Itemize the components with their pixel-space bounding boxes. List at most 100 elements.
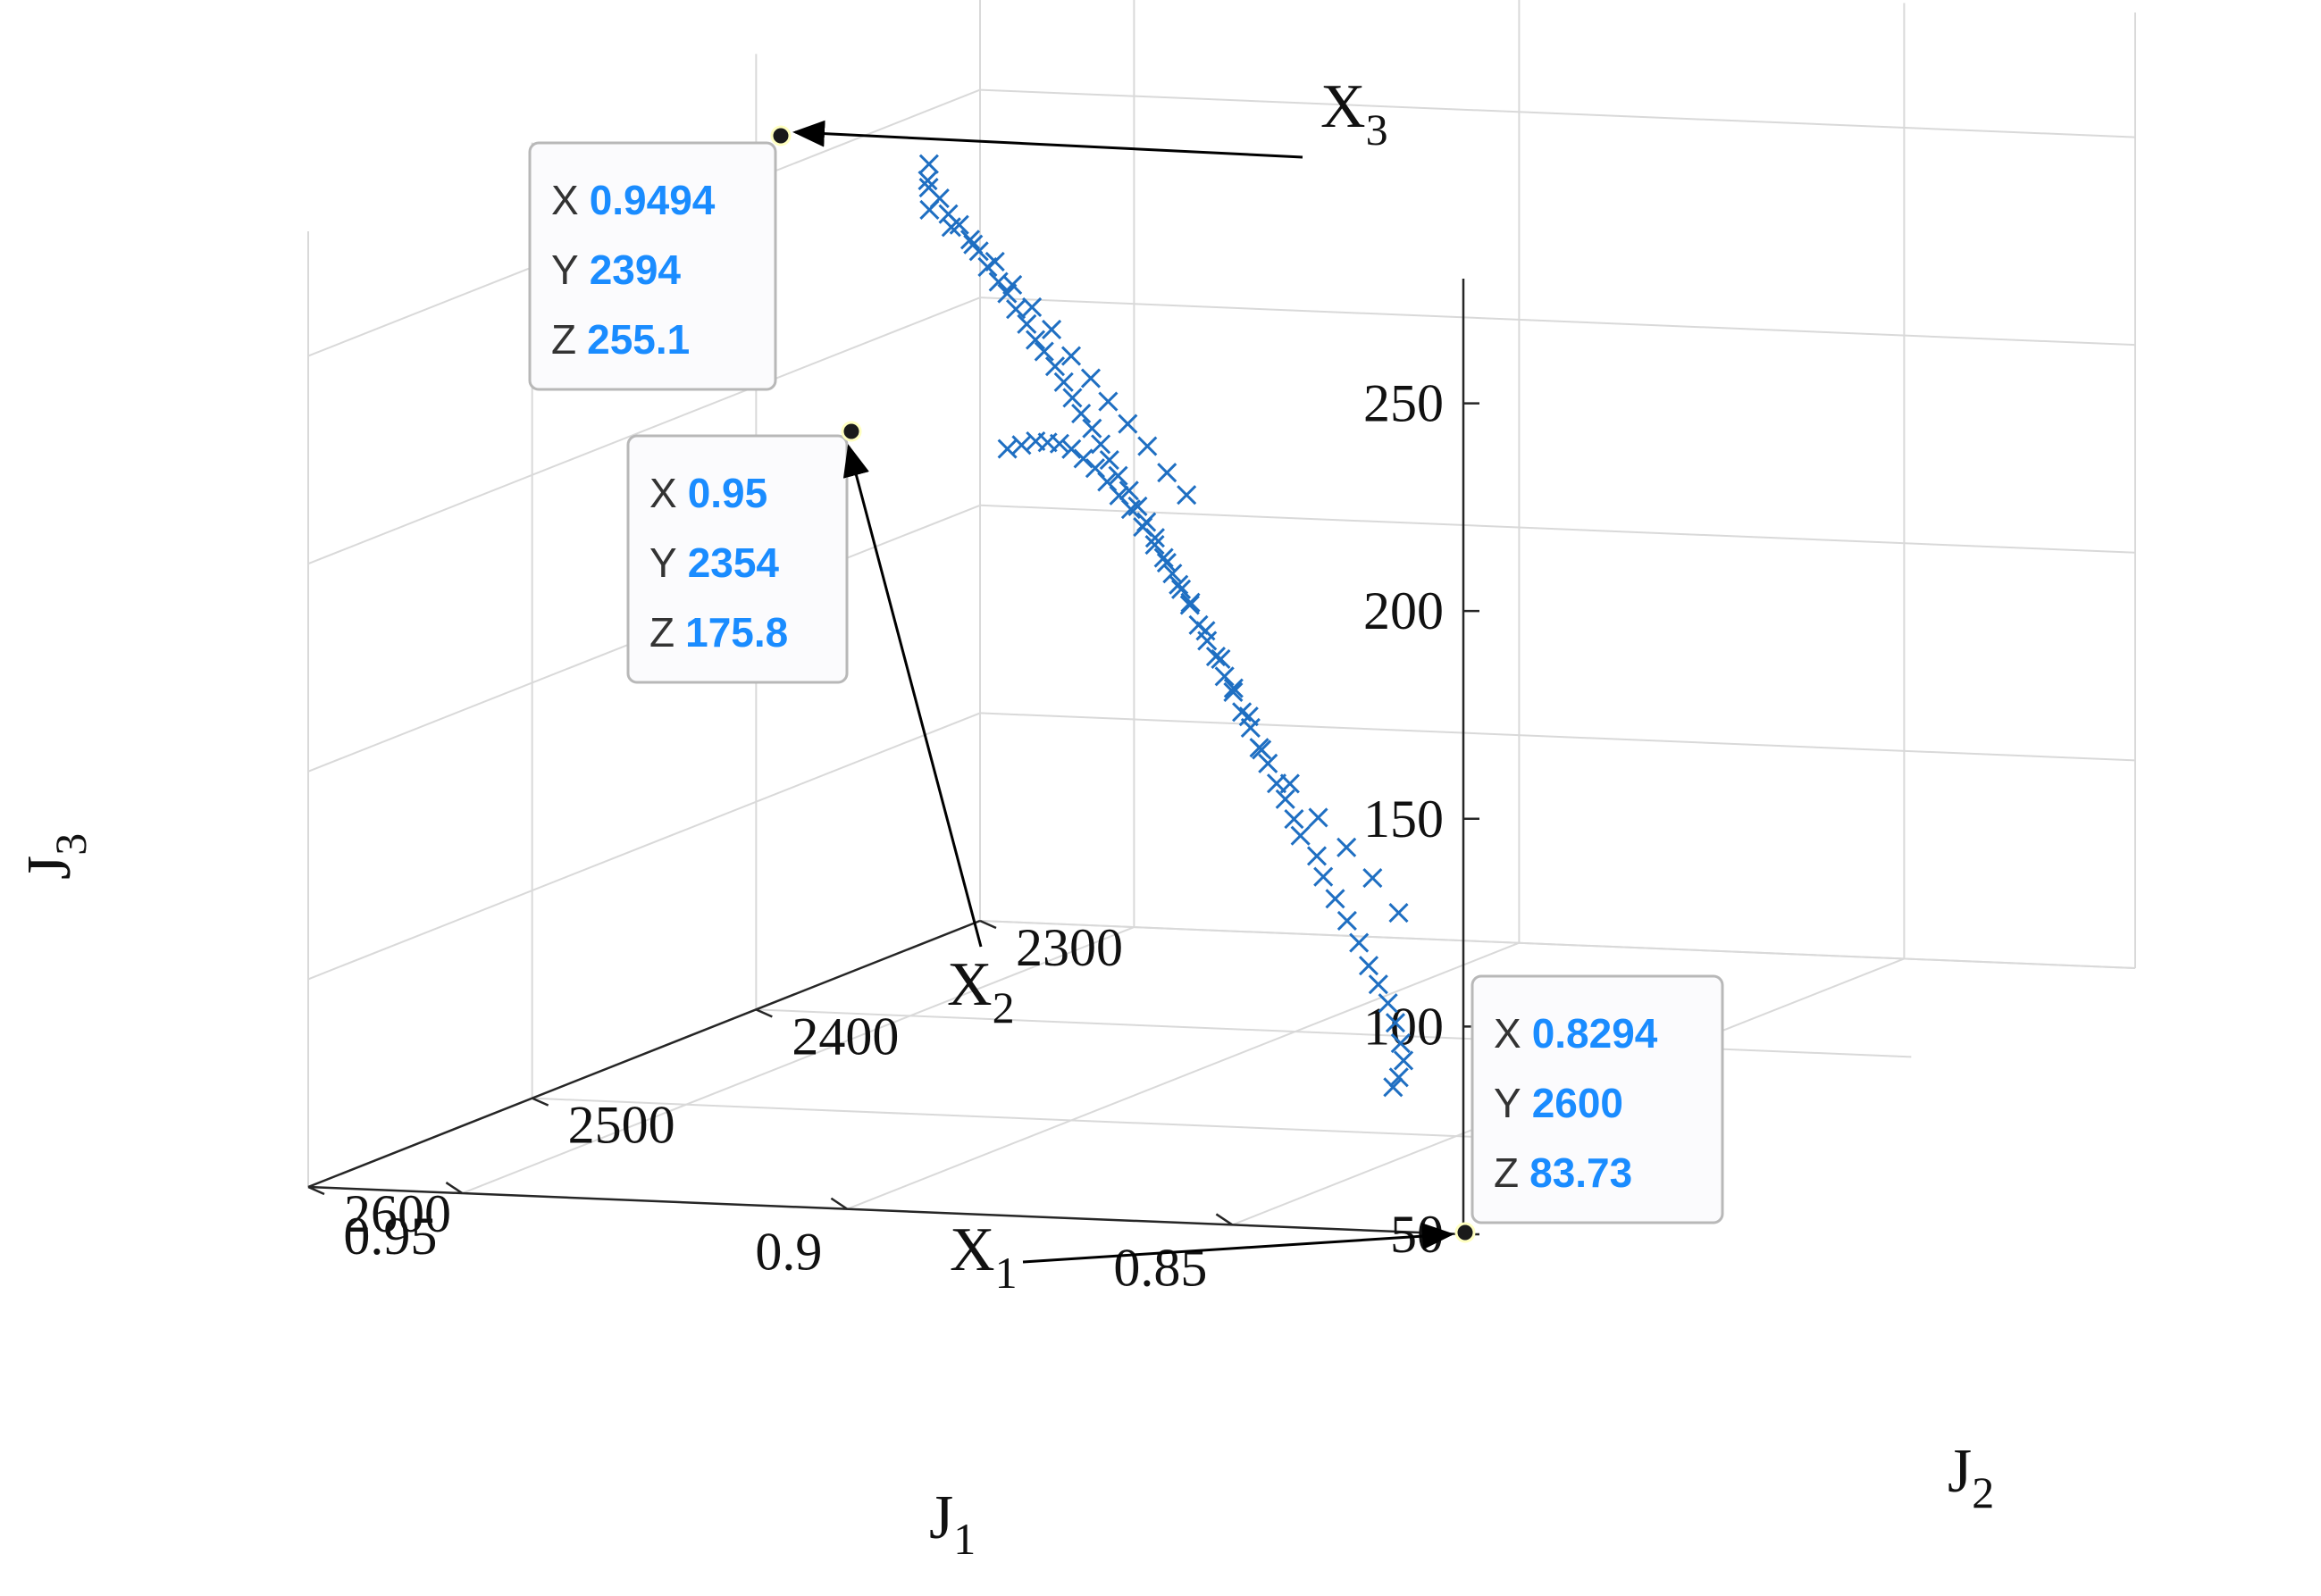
- y-axis-label: J2: [1948, 1437, 1994, 1517]
- grid-backy-z: [979, 504, 2136, 554]
- data-point[interactable]: [1390, 1033, 1411, 1054]
- data-point[interactable]: [1238, 706, 1259, 727]
- data-point[interactable]: [1044, 356, 1066, 377]
- annotation-x1: X1: [950, 1216, 1018, 1298]
- y-tick: [307, 1185, 325, 1196]
- data-point[interactable]: [918, 154, 939, 174]
- grid-backx-z: [307, 712, 981, 981]
- data-point[interactable]: [1017, 313, 1037, 334]
- data-point[interactable]: [1180, 592, 1201, 613]
- data-point[interactable]: [1157, 463, 1177, 483]
- data-point[interactable]: [1034, 341, 1054, 362]
- data-point[interactable]: [1120, 499, 1141, 520]
- data-point[interactable]: [1383, 1077, 1403, 1098]
- data-point[interactable]: [1205, 646, 1227, 667]
- data-point[interactable]: [1290, 825, 1311, 846]
- data-point[interactable]: [1137, 436, 1158, 456]
- data-point[interactable]: [1284, 809, 1304, 830]
- grid-backy-z: [979, 297, 2136, 347]
- arrow-x1: [1022, 1223, 1454, 1264]
- z-tick-label: 150: [1363, 790, 1444, 848]
- data-point[interactable]: [1279, 773, 1300, 794]
- grid-floor-x: [462, 926, 1135, 1194]
- data-point[interactable]: [985, 251, 1005, 272]
- data-point[interactable]: [1118, 414, 1138, 434]
- data-point[interactable]: [1108, 465, 1128, 486]
- data-point[interactable]: [1275, 789, 1295, 809]
- datatip-x3-point[interactable]: [770, 125, 792, 146]
- data-point[interactable]: [919, 199, 940, 221]
- data-point[interactable]: [1388, 1067, 1409, 1088]
- data-point[interactable]: [997, 439, 1018, 459]
- data-point[interactable]: [1252, 740, 1272, 760]
- data-point[interactable]: [1177, 485, 1197, 506]
- data-point[interactable]: [1002, 274, 1023, 296]
- data-point[interactable]: [963, 234, 984, 255]
- y-tick-label: 2300: [1016, 918, 1123, 977]
- data-point[interactable]: [941, 217, 961, 238]
- data-point[interactable]: [1258, 753, 1278, 773]
- data-point[interactable]: [1080, 368, 1102, 389]
- data-point[interactable]: [1385, 1013, 1406, 1033]
- datatip-x3-row-y: Y 2394: [551, 247, 681, 293]
- data-point[interactable]: [1349, 932, 1370, 953]
- data-point[interactable]: [1362, 868, 1383, 889]
- datatip-x1[interactable]: X 0.8294 Y 2600 Z 83.73: [1471, 974, 1724, 1224]
- datatip-x3-row-z: Z 255.1: [551, 316, 690, 363]
- data-point[interactable]: [1195, 621, 1216, 641]
- data-point[interactable]: [1011, 435, 1032, 455]
- data-point[interactable]: [1127, 496, 1148, 517]
- z-tick-label: 250: [1363, 374, 1444, 433]
- grid-backy-z: [979, 920, 2136, 969]
- data-point[interactable]: [1223, 678, 1244, 698]
- data-point[interactable]: [1006, 299, 1026, 320]
- data-point[interactable]: [1211, 648, 1231, 670]
- data-point[interactable]: [1325, 889, 1345, 909]
- datatip-x1-point[interactable]: [1454, 1222, 1476, 1243]
- data-point[interactable]: [1082, 418, 1102, 439]
- data-point[interactable]: [1073, 448, 1093, 469]
- data-point[interactable]: [1378, 993, 1398, 1014]
- datatip-x2-point[interactable]: [841, 421, 862, 442]
- grid-backx-z: [307, 297, 981, 565]
- data-point[interactable]: [1336, 837, 1357, 857]
- data-point[interactable]: [1388, 902, 1409, 923]
- data-point[interactable]: [1061, 439, 1082, 459]
- data-point[interactable]: [1099, 449, 1119, 471]
- data-point[interactable]: [1025, 330, 1046, 350]
- data-point[interactable]: [918, 170, 938, 191]
- datatip-x2-row-z: Z 175.8: [649, 609, 788, 656]
- data-point[interactable]: [1022, 297, 1043, 318]
- data-point[interactable]: [1162, 564, 1183, 584]
- y-tick-label: 2600: [344, 1184, 451, 1243]
- annotation-x3: X3: [1320, 72, 1388, 155]
- data-point[interactable]: [1091, 434, 1111, 455]
- data-point[interactable]: [1144, 535, 1165, 556]
- data-point[interactable]: [1336, 910, 1357, 932]
- data-point[interactable]: [1156, 553, 1177, 573]
- data-point[interactable]: [1060, 346, 1082, 366]
- data-point[interactable]: [1053, 372, 1074, 392]
- data-point[interactable]: [1308, 807, 1328, 828]
- data-point[interactable]: [1313, 866, 1334, 887]
- data-point[interactable]: [1306, 846, 1328, 866]
- datatip-x2[interactable]: X 0.95 Y 2354 Z 175.8: [626, 434, 849, 684]
- data-point[interactable]: [1119, 480, 1139, 501]
- data-point[interactable]: [1368, 974, 1388, 995]
- data-point[interactable]: [1214, 666, 1235, 687]
- data-point[interactable]: [1223, 681, 1244, 703]
- data-point[interactable]: [1071, 404, 1092, 424]
- data-point[interactable]: [1049, 433, 1070, 454]
- data-point[interactable]: [1393, 1050, 1414, 1071]
- datatip-x3[interactable]: X 0.9494 Y 2394 Z 255.1: [528, 141, 777, 391]
- data-point[interactable]: [1153, 547, 1174, 568]
- data-point[interactable]: [1062, 388, 1083, 408]
- data-point[interactable]: [1169, 574, 1189, 595]
- x-tick: [1215, 1213, 1234, 1226]
- data-point[interactable]: [1133, 517, 1153, 538]
- data-point[interactable]: [1098, 391, 1119, 412]
- data-point[interactable]: [1358, 956, 1379, 976]
- data-point[interactable]: [1042, 319, 1062, 340]
- data-point[interactable]: [1171, 579, 1192, 599]
